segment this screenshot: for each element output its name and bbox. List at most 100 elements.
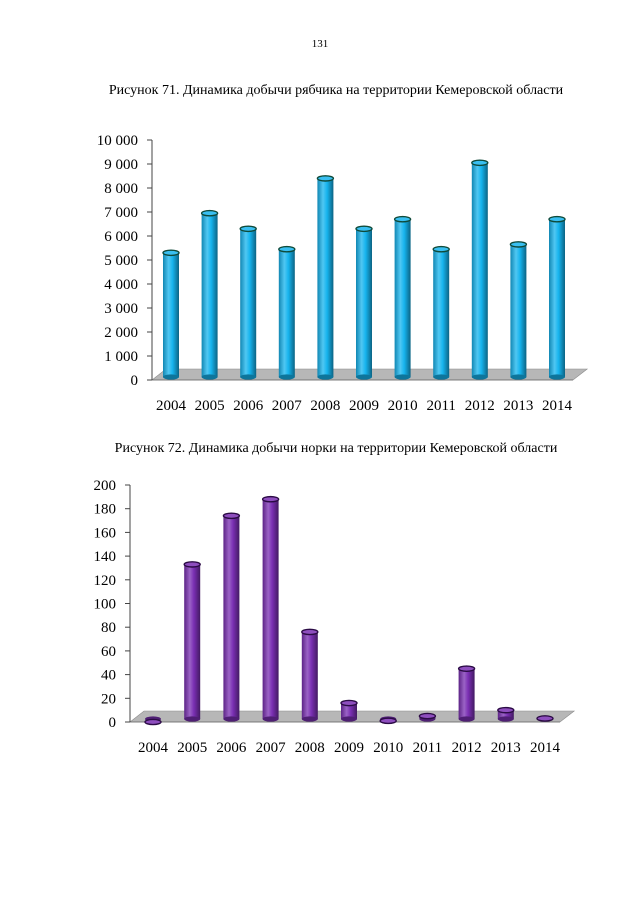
bar: [316, 175, 335, 380]
x-tick-label: 2007: [272, 398, 303, 414]
y-tick-label: 80: [101, 620, 116, 636]
bar-top: [222, 512, 241, 520]
bar-base: [301, 716, 318, 722]
bar-body: [163, 252, 179, 377]
bar-base: [394, 374, 411, 380]
bar-base: [223, 716, 240, 722]
y-tick-label: 5 000: [104, 253, 138, 269]
bar: [162, 249, 180, 380]
y-tick-label: 1 000: [104, 349, 138, 365]
bar-body: [549, 219, 565, 377]
bar-body: [201, 213, 218, 377]
bar: [301, 628, 319, 722]
y-tick-label: 8 000: [104, 181, 138, 197]
bar: [509, 241, 528, 380]
bar: [200, 209, 219, 380]
x-tick-label: 2014: [542, 398, 573, 414]
y-tick-label: 2 000: [104, 325, 138, 341]
bar-top: [509, 241, 528, 248]
bar-top: [548, 215, 566, 223]
chart-grouse-harvest: 0 1 000 2 000 3 000 4 000 5 000 6 000 7 000 8 00…: [97, 133, 589, 414]
y-tick-label: 3 000: [104, 301, 138, 317]
bar-top: [340, 699, 358, 707]
bar-base: [458, 716, 475, 722]
page-number: 131: [311, 38, 329, 50]
bar-body: [240, 228, 257, 377]
bar-top: [200, 209, 219, 217]
y-tick-label: 20: [101, 691, 116, 707]
y-tick-label: 100: [94, 597, 117, 613]
bar: [183, 561, 201, 722]
x-tick-label: 2007: [256, 740, 287, 756]
bar-base: [471, 374, 488, 380]
bar-top: [162, 249, 180, 257]
x-tick-label: 2005: [177, 740, 207, 756]
bar: [497, 706, 515, 722]
x-tick-label: 2004: [138, 740, 169, 756]
bar: [144, 716, 162, 726]
bar-base: [262, 716, 279, 722]
x-tick-label: 2004: [156, 398, 187, 414]
bar-top: [316, 175, 335, 182]
chart-mink-harvest: 0 20 40 60 80 100 120 140 160 180 200 2004 2005 2006 2…: [94, 478, 576, 756]
y-tick-label: 6 000: [104, 229, 138, 245]
bar: [432, 245, 450, 380]
bar: [340, 699, 358, 722]
bar: [548, 215, 566, 380]
bar-body: [301, 631, 318, 719]
bar-body: [471, 162, 488, 377]
bar: [278, 245, 296, 380]
bar-base: [278, 374, 295, 380]
x-tick-label: 2009: [334, 740, 364, 756]
x-tick-label: 2006: [216, 740, 247, 756]
bar-top: [432, 245, 450, 253]
bar-body: [278, 249, 295, 377]
y-tick-label: 120: [94, 573, 117, 589]
x-tick-label: 2005: [195, 398, 225, 414]
y-tick-label: 40: [101, 668, 116, 684]
bar-top: [301, 628, 319, 636]
bar-body: [356, 228, 372, 377]
bar-body: [341, 703, 357, 719]
figure-72-caption: Рисунок 72. Динамика добычи норки на тер…: [114, 441, 558, 456]
y-tick-label: 160: [94, 525, 117, 541]
x-tick-label: 2009: [349, 398, 379, 414]
y-tick-label: 0: [109, 715, 117, 731]
bar-body: [433, 249, 450, 377]
y-tick-label: 10 000: [97, 133, 138, 149]
bar-base: [240, 374, 257, 380]
x-tick-label: 2012: [452, 740, 482, 756]
x-tick-label: 2011: [413, 740, 442, 756]
y-tick-label: 9 000: [104, 157, 138, 173]
x-tick-label: 2014: [530, 740, 561, 756]
bar-top: [418, 712, 437, 720]
x-tick-label: 2008: [295, 740, 325, 756]
bar: [261, 495, 280, 722]
bar-body: [262, 499, 279, 719]
x-tick-label: 2010: [373, 740, 403, 756]
bar-body: [458, 668, 475, 719]
bar: [239, 225, 257, 380]
bar-top: [536, 715, 554, 722]
bar-top: [379, 717, 397, 725]
bar-top: [497, 706, 515, 714]
y-tick-label: 180: [94, 502, 117, 518]
x-tick-label: 2013: [503, 398, 533, 414]
bar-top: [393, 215, 412, 223]
bar-top: [144, 718, 162, 726]
y-tick-label: 140: [94, 549, 117, 565]
x-tick-label: 2013: [491, 740, 521, 756]
bar-base: [433, 374, 450, 380]
bar-body: [497, 710, 514, 719]
bar-top: [457, 665, 476, 672]
bar-base: [163, 374, 179, 380]
bar-base: [317, 374, 334, 380]
bar-base: [201, 374, 218, 380]
bar: [393, 215, 412, 380]
bar-body: [223, 515, 240, 719]
x-tick-label: 2010: [388, 398, 418, 414]
y-tick-label: 200: [94, 478, 117, 494]
bar-base: [341, 716, 357, 722]
y-tick-label: 4 000: [104, 277, 138, 293]
bar-top: [355, 225, 373, 233]
